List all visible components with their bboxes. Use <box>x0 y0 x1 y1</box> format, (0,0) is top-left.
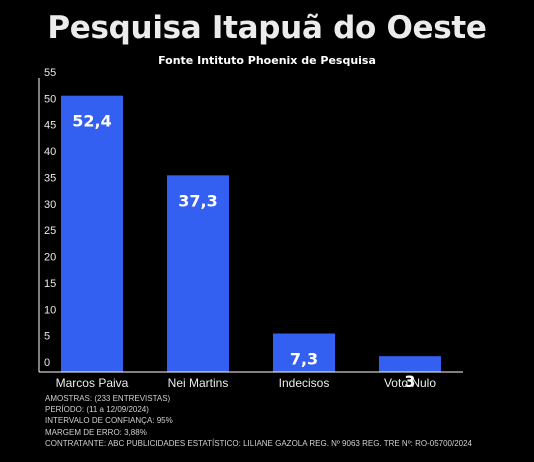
x-tick-label: Marcos Paiva <box>56 376 129 390</box>
bar-value-label: 7,3 <box>290 350 318 369</box>
y-axis: 0 5 10 15 20 25 30 35 40 45 50 55 <box>38 67 56 372</box>
bar-marcos-paiva <box>61 95 123 372</box>
footnote-margin: MARGEM DE ERRO: 3,88% <box>45 427 147 437</box>
y-tick-label: 25 <box>44 225 56 237</box>
y-tick-label: 0 <box>44 357 50 369</box>
chart-title: Pesquisa Itapuã do Oeste <box>47 10 487 46</box>
bar-voto-nulo <box>379 356 441 372</box>
bars: 52,4 37,3 7,3 3 <box>61 95 441 391</box>
y-tick-label: 20 <box>44 252 56 264</box>
x-tick-label: Voto Nulo <box>384 376 436 390</box>
y-tick-label: 30 <box>44 199 56 211</box>
y-tick-label: 5 <box>44 331 50 343</box>
y-tick-label: 45 <box>44 120 56 132</box>
bar-indecisos <box>273 333 335 372</box>
y-tick-label: 40 <box>44 146 56 158</box>
x-tick-label: Nei Martins <box>168 376 229 390</box>
x-axis: Marcos Paiva Nei Martins Indecisos Voto Nul… <box>39 371 463 390</box>
bar-value-label: 52,4 <box>72 112 111 131</box>
chart-subtitle: Fonte Intituto Phoenix de Pesquisa <box>158 54 376 67</box>
bar-value-label: 37,3 <box>178 191 217 210</box>
footnote-sample: AMOSTRAS: (233 ENTREVISTAS) <box>45 394 171 403</box>
footnote-period: PERÍODO: (11 a 12/09/2024) <box>45 405 149 415</box>
y-tick-label: 35 <box>44 172 56 184</box>
x-tick-label: Indecisos <box>279 376 330 390</box>
footnote-confidence: INTERVALO DE CONFIANÇA: 95% <box>45 416 173 426</box>
survey-footnotes: AMOSTRAS: (233 ENTREVISTAS) PERÍODO: (11… <box>45 393 472 449</box>
y-tick-label: 55 <box>44 67 56 79</box>
y-tick-label: 50 <box>44 93 56 105</box>
footnote-contractor: CONTRATANTE: ABC PUBLICIDADES ESTATÍSTIC… <box>45 438 473 448</box>
y-tick-label: 10 <box>44 304 56 316</box>
bar-value-label: 3 <box>404 372 415 391</box>
y-tick-label: 15 <box>44 278 56 290</box>
bar-nei-martins <box>167 175 229 372</box>
